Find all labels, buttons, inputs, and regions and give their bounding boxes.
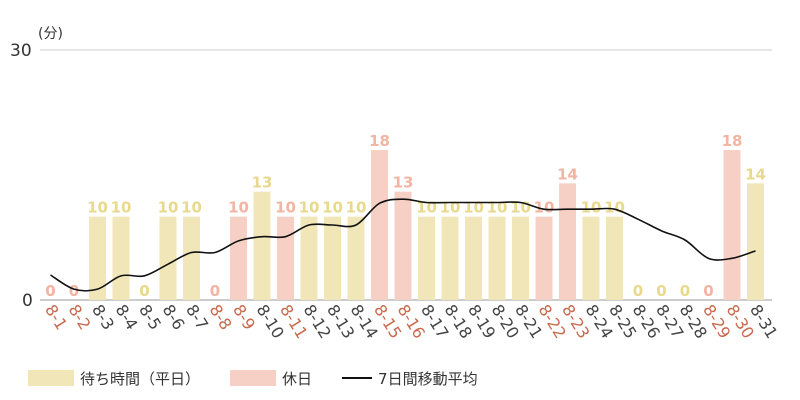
legend-swatch-holiday: [230, 370, 277, 386]
value-label-8-12: 10: [299, 199, 320, 217]
value-label-8-24: 10: [581, 199, 602, 217]
x-tick-8-9: 8-9: [229, 301, 259, 333]
bar-8-16: [394, 191, 412, 300]
bar-8-19: [465, 216, 482, 300]
value-label-8-27: 0: [656, 282, 666, 300]
bar-8-10: [253, 191, 271, 300]
bar-8-11: [277, 216, 294, 300]
value-label-8-15: 18: [369, 132, 390, 150]
bar-8-4: [112, 216, 130, 300]
bar-8-18: [441, 216, 459, 300]
value-label-8-23: 14: [557, 165, 578, 183]
bar-8-20: [488, 216, 506, 300]
bar-8-31: [747, 183, 764, 300]
value-label-8-8: 0: [210, 282, 220, 300]
bar-8-7: [183, 216, 200, 300]
unit-label: (分): [38, 26, 63, 42]
x-tick-8-7: 8-7: [182, 301, 212, 333]
y-tick-30: 30: [10, 41, 32, 61]
x-tick-8-3: 8-3: [88, 301, 118, 333]
value-label-8-31: 14: [745, 165, 766, 183]
value-label-8-30: 18: [722, 132, 743, 150]
value-label-8-28: 0: [680, 282, 690, 300]
value-label-8-3: 10: [87, 199, 108, 217]
legend-label-moving-average: 7日間移動平均: [378, 369, 478, 388]
value-label-8-10: 13: [252, 174, 273, 192]
legend-swatch-weekday: [28, 370, 74, 386]
x-tick-8-5: 8-5: [135, 301, 165, 333]
legend-item-moving-average: 7日間移動平均: [342, 368, 478, 389]
bar-8-23: [559, 183, 576, 300]
bar-8-13: [324, 216, 341, 300]
value-label-8-25: 10: [604, 199, 625, 217]
bar-8-3: [89, 216, 106, 300]
x-tick-8-2: 8-2: [65, 301, 95, 333]
y-tick-0: 0: [22, 291, 33, 311]
x-tick-labels-group: 8-18-28-38-48-58-68-78-88-98-108-118-128…: [41, 301, 781, 342]
value-label-8-7: 10: [181, 199, 202, 217]
value-label-8-13: 10: [322, 199, 343, 217]
value-label-8-2: 0: [69, 282, 79, 300]
value-label-8-5: 0: [139, 282, 149, 300]
value-label-8-6: 10: [158, 199, 179, 217]
value-label-8-9: 10: [228, 199, 249, 217]
value-label-8-18: 10: [440, 199, 461, 217]
moving-average-line: [50, 198, 756, 292]
bar-8-14: [347, 216, 365, 300]
x-tick-8-8: 8-8: [206, 301, 236, 333]
legend-label-holiday: 休日: [282, 369, 313, 388]
bar-8-6: [159, 216, 177, 300]
value-label-8-16: 13: [393, 174, 414, 192]
value-label-8-29: 0: [703, 282, 713, 300]
bars-group: [89, 150, 764, 300]
bar-8-21: [512, 216, 529, 300]
value-label-8-22: 10: [534, 199, 555, 217]
bar-8-22: [535, 216, 553, 300]
bar-8-9: [230, 216, 247, 300]
x-tick-8-1: 8-1: [41, 301, 71, 333]
legend-item-holiday: 休日: [230, 368, 312, 389]
bar-8-12: [300, 216, 318, 300]
legend-label-weekday: 待ち時間（平日）: [80, 369, 201, 388]
value-label-8-1: 0: [45, 282, 55, 300]
legend-swatch-moving-average: [342, 377, 373, 379]
value-label-8-20: 10: [487, 199, 508, 217]
bar-8-25: [606, 216, 623, 300]
bar-8-17: [418, 216, 435, 300]
x-tick-8-4: 8-4: [112, 301, 142, 333]
value-label-8-4: 10: [111, 199, 132, 217]
legend: 待ち時間（平日） 休日 7日間移動平均: [28, 366, 508, 390]
value-label-8-11: 10: [275, 199, 296, 217]
x-tick-8-6: 8-6: [159, 301, 189, 333]
moving-average-group: [50, 198, 756, 292]
bar-8-24: [582, 216, 600, 300]
value-label-8-19: 10: [463, 199, 484, 217]
value-label-8-26: 0: [633, 282, 643, 300]
bar-8-30: [723, 150, 741, 300]
value-label-8-14: 10: [346, 199, 367, 217]
legend-item-weekday: 待ち時間（平日）: [28, 368, 200, 389]
bar-8-15: [371, 150, 388, 300]
